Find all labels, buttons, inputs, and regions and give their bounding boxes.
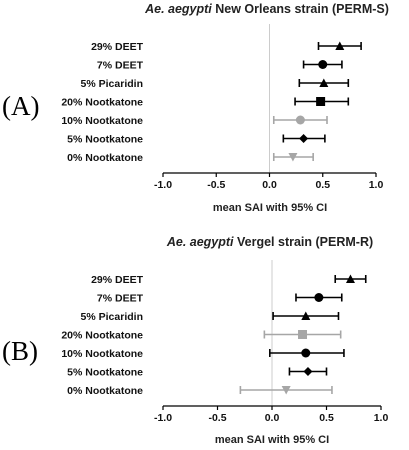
data-points bbox=[239, 274, 367, 395]
mean-marker bbox=[319, 78, 329, 87]
category-label: 5% Nootkatone bbox=[67, 134, 143, 146]
x-axis: -1.0 -0.5 0.0 0.5 1.0 bbox=[154, 172, 384, 191]
data-point bbox=[298, 78, 350, 87]
category-label: 5% Nootkatone bbox=[67, 367, 143, 379]
mean-marker bbox=[301, 348, 311, 358]
mean-marker bbox=[299, 134, 309, 143]
x-axis-label: mean SAI with 95% CI bbox=[213, 202, 327, 214]
category-label: 5% Picaridin bbox=[81, 311, 143, 323]
chart-title: Ae. aegypti New Orleans strain (PERM-S) bbox=[144, 2, 389, 16]
x-tick-label: 0.5 bbox=[319, 412, 334, 424]
category-label: 10% Nootkatone bbox=[61, 115, 143, 127]
x-tick-label: -1.0 bbox=[154, 412, 172, 424]
chart-title-species: Ae. aegypti bbox=[144, 2, 212, 16]
category-label: 5% Picaridin bbox=[81, 78, 143, 90]
mean-marker bbox=[335, 41, 345, 50]
x-tick-label: 0.0 bbox=[265, 412, 280, 424]
x-tick-label: -1.0 bbox=[154, 179, 172, 191]
data-point bbox=[263, 330, 342, 339]
panel-label: (B) bbox=[2, 336, 38, 366]
mean-marker bbox=[301, 311, 311, 320]
data-point bbox=[334, 274, 367, 283]
category-labels: 29% DEET 7% DEET 5% Picaridin 20% Nootkaton… bbox=[61, 274, 143, 397]
data-point bbox=[272, 153, 314, 162]
category-label: 20% Nootkatone bbox=[61, 97, 143, 109]
data-point bbox=[317, 41, 362, 50]
category-label: 0% Nootkatone bbox=[67, 385, 143, 397]
data-point bbox=[295, 293, 343, 302]
mean-marker bbox=[303, 367, 313, 376]
data-point bbox=[288, 367, 328, 376]
data-point bbox=[302, 60, 343, 69]
mean-marker bbox=[281, 386, 291, 395]
data-point bbox=[272, 311, 340, 320]
mean-marker bbox=[316, 97, 326, 106]
x-axis-label: mean SAI with 95% CI bbox=[215, 434, 329, 446]
mean-marker bbox=[295, 115, 305, 125]
category-label: 0% Nootkatone bbox=[67, 152, 143, 164]
category-label: 20% Nootkatone bbox=[61, 330, 143, 342]
chart-title-strain: Vergel strain (PERM-R) bbox=[234, 235, 374, 249]
data-point bbox=[282, 134, 326, 143]
category-labels: 29% DEET 7% DEET 5% Picaridin 20% Nootkaton… bbox=[61, 41, 143, 164]
category-label: 29% DEET bbox=[91, 41, 144, 53]
mean-marker bbox=[298, 330, 308, 339]
data-point bbox=[269, 348, 345, 358]
x-tick-label: 0.5 bbox=[315, 179, 330, 191]
category-label: 29% DEET bbox=[91, 274, 144, 286]
category-label: 7% DEET bbox=[97, 293, 144, 305]
chart-title-species: Ae. aegypti bbox=[166, 235, 234, 249]
panel-a: (A) Ae. aegypti New Orleans strain (PERM… bbox=[2, 2, 389, 214]
x-axis: -1.0 -0.5 0.0 0.5 1.0 bbox=[154, 405, 389, 424]
panel-label: (A) bbox=[2, 91, 39, 121]
data-points bbox=[272, 41, 362, 162]
mean-marker bbox=[288, 153, 298, 162]
chart-title: Ae. aegypti Vergel strain (PERM-R) bbox=[166, 235, 373, 249]
data-point bbox=[294, 97, 350, 106]
mean-marker bbox=[318, 60, 328, 69]
mean-marker bbox=[345, 274, 355, 283]
x-tick-label: 1.0 bbox=[374, 412, 389, 424]
chart-title-strain: New Orleans strain (PERM-S) bbox=[212, 2, 389, 16]
x-tick-label: 1.0 bbox=[369, 179, 384, 191]
x-tick-label: -0.5 bbox=[208, 412, 226, 424]
mean-marker bbox=[314, 293, 324, 302]
category-label: 7% DEET bbox=[97, 60, 144, 72]
data-point bbox=[272, 115, 328, 125]
data-point bbox=[239, 386, 333, 395]
category-label: 10% Nootkatone bbox=[61, 348, 143, 360]
panel-b: (B) Ae. aegypti Vergel strain (PERM-R) -… bbox=[2, 235, 388, 446]
x-tick-label: 0.0 bbox=[262, 179, 277, 191]
x-tick-label: -0.5 bbox=[207, 179, 225, 191]
